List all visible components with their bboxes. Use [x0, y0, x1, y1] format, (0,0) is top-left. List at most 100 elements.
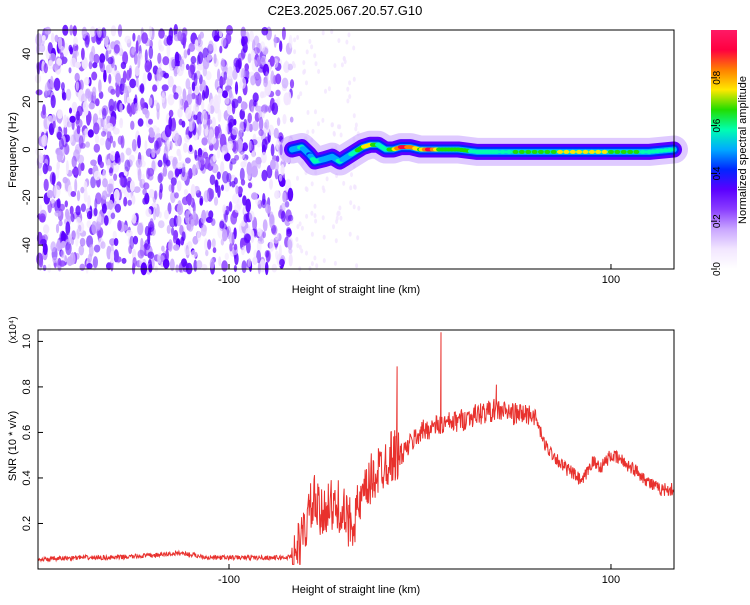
noise-blob	[201, 137, 208, 146]
noise-blob	[166, 224, 171, 234]
noise-blob	[54, 210, 62, 217]
signal-hotspot	[506, 149, 513, 154]
noise-blob	[161, 92, 166, 104]
noise-blob	[313, 53, 317, 59]
noise-blob	[191, 92, 196, 100]
noise-blob	[184, 242, 191, 256]
noise-blob	[339, 215, 343, 221]
noise-blob	[310, 231, 314, 237]
noise-blob	[349, 185, 353, 191]
noise-blob	[85, 88, 89, 96]
noise-blob	[308, 39, 312, 44]
noise-blob	[310, 261, 314, 267]
noise-blob	[224, 152, 231, 162]
noise-blob	[49, 53, 56, 62]
noise-blob	[90, 176, 96, 189]
noise-blob	[298, 244, 302, 250]
noise-blob	[78, 135, 84, 149]
noise-blob	[252, 120, 259, 132]
noise-blob	[145, 208, 152, 218]
noise-blob	[173, 92, 179, 100]
noise-blob	[58, 138, 65, 150]
noise-blob	[260, 41, 266, 52]
noise-blob	[293, 49, 297, 55]
noise-blob	[152, 84, 158, 92]
noise-blob	[72, 50, 79, 58]
noise-blob	[243, 213, 249, 223]
noise-blob	[262, 231, 266, 239]
noise-blob	[314, 218, 318, 224]
noise-blob	[186, 193, 192, 206]
noise-blob	[226, 172, 232, 183]
noise-blob	[258, 129, 264, 137]
noise-blob	[256, 56, 262, 66]
noise-blob	[224, 232, 228, 241]
noise-blob	[133, 51, 138, 65]
noise-blob	[94, 134, 100, 144]
noise-blob	[213, 35, 220, 42]
colorbar-tick-label: 0.0	[712, 262, 723, 276]
noise-blob	[182, 88, 187, 102]
noise-blob	[83, 180, 88, 191]
noise-blob	[261, 103, 268, 114]
noise-blob	[52, 256, 58, 264]
noise-blob	[228, 201, 233, 212]
colorbar-gradient	[711, 30, 737, 269]
noise-blob	[64, 200, 69, 208]
noise-blob	[231, 127, 239, 136]
noise-blob	[333, 260, 337, 266]
noise-blob	[120, 187, 127, 194]
noise-blob	[71, 230, 76, 241]
noise-blob	[163, 153, 167, 168]
noise-blob	[284, 60, 289, 71]
noise-blob	[68, 67, 72, 74]
noise-blob	[65, 221, 71, 236]
noise-blob	[348, 80, 352, 86]
noise-blob	[174, 132, 181, 147]
noise-blob	[167, 93, 175, 106]
noise-blob	[234, 154, 240, 161]
noise-blob	[42, 264, 47, 272]
noise-blob	[144, 60, 151, 73]
noise-blob	[86, 263, 93, 269]
noise-blob	[203, 190, 210, 203]
noise-blob	[210, 218, 216, 227]
noise-blob	[220, 238, 225, 246]
noise-blob	[258, 116, 264, 131]
noise-blob	[159, 183, 163, 193]
spectrogram-data	[34, 24, 688, 276]
noise-blob	[56, 161, 60, 170]
noise-blob	[208, 40, 214, 52]
noise-blob	[60, 240, 66, 248]
noise-blob	[156, 67, 163, 81]
noise-blob	[113, 238, 119, 246]
noise-blob	[194, 149, 198, 159]
noise-blob	[305, 250, 308, 256]
noise-blob	[245, 198, 251, 213]
noise-blob	[169, 258, 175, 272]
noise-blob	[88, 253, 93, 262]
noise-blob	[72, 168, 79, 176]
noise-blob	[266, 165, 273, 179]
noise-blob	[357, 205, 361, 211]
noise-blob	[139, 83, 145, 94]
noise-blob	[274, 190, 280, 200]
noise-blob	[271, 224, 278, 236]
noise-blob	[110, 212, 116, 220]
noise-blob	[347, 32, 351, 38]
noise-blob	[337, 124, 340, 130]
noise-blob	[260, 55, 267, 66]
noise-blob	[296, 243, 300, 249]
noise-blob	[177, 30, 183, 42]
noise-blob	[83, 189, 88, 203]
noise-blob	[63, 114, 68, 128]
noise-blob	[233, 57, 240, 68]
noise-blob	[342, 180, 346, 186]
noise-blob	[267, 105, 272, 113]
noise-blob	[239, 108, 245, 120]
noise-blob	[99, 161, 104, 169]
noise-blob	[279, 40, 283, 52]
noise-blob	[44, 26, 52, 35]
noise-blob	[180, 98, 185, 107]
noise-blob	[158, 220, 165, 229]
